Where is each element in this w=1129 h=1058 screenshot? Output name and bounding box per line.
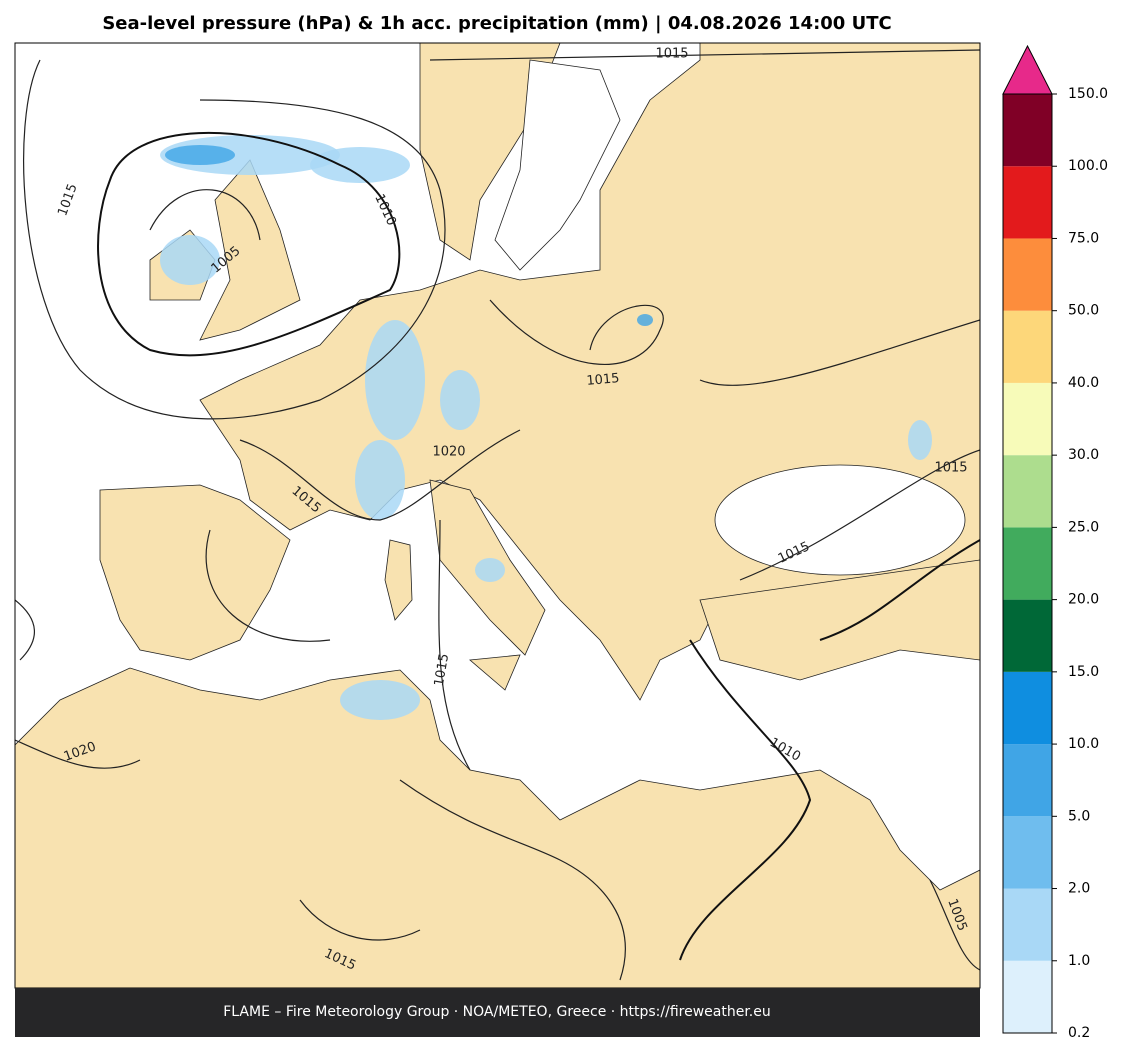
land: [419, 43, 561, 261]
colorbar-tick-label: 0.2: [1068, 1025, 1090, 1041]
colorbar-tick-label: 25.0: [1068, 519, 1099, 535]
land: [469, 654, 521, 691]
precipitation: [160, 135, 932, 720]
footer-text: FLAME – Fire Meteorology Group · NOA/MET…: [223, 1004, 771, 1020]
colorbar-band: [1003, 888, 1052, 961]
land: [384, 539, 413, 621]
sea: [494, 59, 621, 271]
colorbar-tick-label: 5.0: [1068, 808, 1090, 824]
colorbar-tick-label: 20.0: [1068, 592, 1099, 608]
colorbar-tick-label: 50.0: [1068, 303, 1099, 319]
colorbar-frame: [1002, 93, 1053, 1034]
colorbar-band: [1003, 816, 1052, 889]
colorbar-tick-label: 15.0: [1068, 664, 1099, 680]
colorbar-band: [1003, 238, 1052, 311]
colorbar-tick-label: 10.0: [1068, 736, 1099, 752]
colorbar-band: [1003, 599, 1052, 672]
contour-label: 1020: [432, 445, 465, 460]
sea: [714, 464, 966, 576]
colorbar-band: [1003, 94, 1052, 167]
land: [99, 484, 291, 661]
colorbar-band: [1003, 382, 1052, 456]
land: [15, 667, 980, 988]
contour-label: 1015: [432, 652, 453, 687]
colorbar-band: [1003, 671, 1052, 745]
colorbar-band: [1003, 527, 1052, 600]
colorbar-band: [1003, 166, 1052, 239]
colorbar-tick-label: 30.0: [1068, 447, 1099, 463]
contour-label: 1015: [655, 47, 688, 62]
colorbar-extend: [1002, 44, 1053, 95]
colorbar-tick-label: 1.0: [1068, 953, 1090, 969]
colorbar-tick-label: 75.0: [1068, 230, 1099, 246]
colorbar-band: [1003, 744, 1052, 817]
land: [699, 559, 980, 681]
footer-bar: [15, 988, 980, 1037]
colorbar-tick-label: 100.0: [1068, 158, 1108, 174]
colorbar-tick-label: 150.0: [1068, 86, 1108, 102]
contour-label: 1015: [934, 461, 967, 476]
colorbar-band: [1003, 960, 1052, 1033]
colorbar-tick-label: 2.0: [1068, 881, 1090, 897]
map: 1015101510101005101510201015101510151020…: [15, 43, 980, 988]
colorbar: 0.2 1.0 2.0 5.0 10.0 15.0 20.0 25.0 30.0 40.0 50.0…: [1002, 44, 1108, 1041]
colorbar-band: [1003, 310, 1052, 383]
colorbar-band: [1003, 455, 1052, 528]
colorbar-tick-label: 40.0: [1068, 375, 1099, 391]
isobars: [15, 49, 980, 981]
contour-label: 1015: [586, 371, 620, 389]
map-title: Sea-level pressure (hPa) & 1h acc. preci…: [102, 13, 891, 34]
